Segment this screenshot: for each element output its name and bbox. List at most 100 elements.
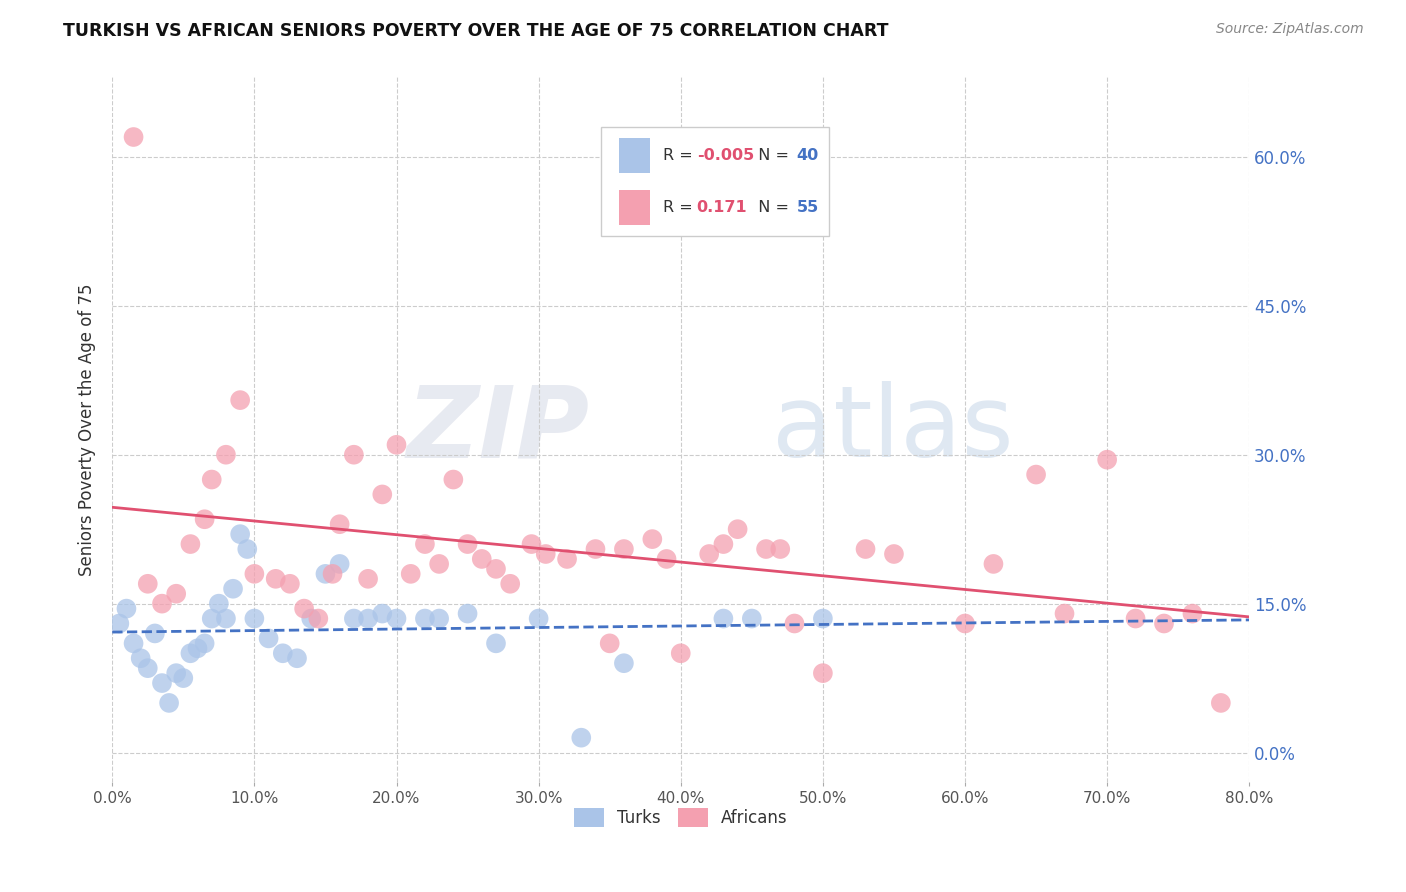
Text: -0.005: -0.005 [697,148,754,163]
Text: R =: R = [662,200,697,215]
Point [1209,696,1232,710]
Point [264,572,287,586]
Y-axis label: Seniors Poverty Over the Age of 75: Seniors Poverty Over the Age of 75 [79,284,96,576]
Point [1095,452,1118,467]
Point [1153,616,1175,631]
Point [953,616,976,631]
Point [485,636,508,650]
Point [713,537,735,551]
Point [1181,607,1204,621]
Text: R =: R = [662,148,697,163]
Point [357,611,380,625]
Text: atlas: atlas [772,382,1014,478]
Point [811,666,834,681]
Legend: Turks, Africans: Turks, Africans [567,801,794,834]
Point [599,636,621,650]
Point [555,552,578,566]
Text: N =: N = [748,200,794,215]
Text: N =: N = [748,148,794,163]
Point [1025,467,1047,482]
Point [520,537,543,551]
Point [157,696,180,710]
Point [855,542,877,557]
Point [278,576,301,591]
Point [613,657,636,671]
Point [222,582,245,596]
Point [697,547,720,561]
FancyBboxPatch shape [602,127,828,236]
Point [229,393,252,408]
Point [399,566,422,581]
Text: ZIP: ZIP [406,382,589,478]
Point [322,566,344,581]
Point [471,552,494,566]
Point [883,547,905,561]
Point [179,537,201,551]
Point [108,616,131,631]
Point [727,522,749,536]
Point [150,676,173,690]
Point [179,646,201,660]
FancyBboxPatch shape [620,189,650,225]
Point [257,632,280,646]
Point [329,517,352,532]
Point [427,557,450,571]
Point [413,537,436,551]
Point [457,537,479,551]
Text: 55: 55 [797,200,818,215]
Point [243,611,266,625]
Point [122,636,145,650]
Point [143,626,166,640]
Point [129,651,152,665]
Point [186,641,208,656]
Point [983,557,1005,571]
Point [713,611,735,625]
Point [385,611,408,625]
Point [329,557,352,571]
Point [271,646,294,660]
Point [194,636,217,650]
Point [357,572,380,586]
Point [229,527,252,541]
Point [534,547,557,561]
Point [236,542,259,557]
Point [457,607,479,621]
Point [669,646,692,660]
Text: 40: 40 [797,148,818,163]
Point [201,611,224,625]
Point [811,611,834,625]
Point [201,473,224,487]
Point [122,130,145,145]
Point [485,562,508,576]
Point [527,611,550,625]
Point [371,487,394,501]
Point [194,512,217,526]
Point [208,597,231,611]
Point [755,542,778,557]
Point [655,552,678,566]
FancyBboxPatch shape [620,138,650,173]
Point [427,611,450,625]
Point [413,611,436,625]
Point [136,576,159,591]
Point [641,532,664,546]
Point [215,611,238,625]
Point [783,616,806,631]
Point [136,661,159,675]
Point [371,607,394,621]
Point [165,587,187,601]
Point [343,448,366,462]
Point [343,611,366,625]
Point [1125,611,1147,625]
Point [441,473,464,487]
Point [165,666,187,681]
Point [741,611,763,625]
Point [499,576,522,591]
Point [1053,607,1076,621]
Point [172,671,194,685]
Text: Source: ZipAtlas.com: Source: ZipAtlas.com [1216,22,1364,37]
Point [314,566,336,581]
Point [769,542,792,557]
Point [150,597,173,611]
Text: 0.171: 0.171 [697,200,748,215]
